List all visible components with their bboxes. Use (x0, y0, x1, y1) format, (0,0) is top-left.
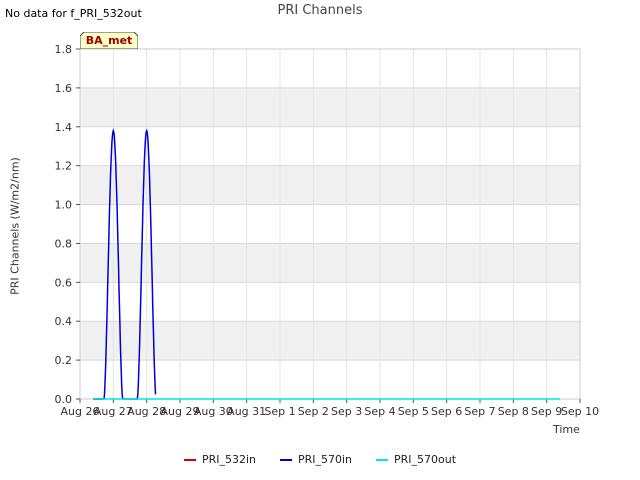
chart-title: PRI Channels (277, 3, 363, 18)
legend-item: PRI_570out (376, 453, 456, 466)
plot-band (80, 165, 580, 205)
legend-swatch (279, 458, 292, 461)
x-tick-label: Aug 28 (127, 405, 166, 418)
y-tick-label: 0.8 (55, 237, 73, 250)
legend-swatch (376, 458, 389, 461)
x-tick-label: Sep 4 (364, 405, 395, 418)
x-tick-label: Sep 10 (561, 405, 599, 418)
y-tick-label: 1.6 (55, 82, 73, 95)
y-tick-label: 1.8 (55, 43, 73, 56)
y-tick-label: 0.0 (55, 393, 73, 406)
y-axis-ticks: 0.0 0.2 0.4 0.6 0.8 1.0 1.2 1.4 1.6 1.8 (55, 43, 80, 406)
legend-label: PRI_570out (394, 453, 457, 466)
y-tick-label: 1.0 (55, 199, 73, 212)
x-tick-label: Aug 30 (194, 405, 233, 418)
x-tick-label: Sep 2 (298, 405, 329, 418)
x-tick-label: Sep 8 (498, 405, 529, 418)
y-tick-label: 1.2 (55, 160, 73, 173)
y-tick-label: 0.6 (55, 276, 73, 289)
y-tick-label: 0.4 (55, 315, 73, 328)
x-tick-label: Aug 31 (227, 405, 266, 418)
no-data-notice: No data for f_PRI_532out (5, 7, 142, 20)
plot-band (80, 243, 580, 283)
site-tag-badge: BA_met (80, 32, 138, 49)
x-tick-label: Sep 5 (398, 405, 429, 418)
x-tick-label: Aug 26 (61, 405, 100, 418)
gridlines (79, 48, 581, 400)
series-lines (93, 128, 560, 400)
x-tick-label: Sep 9 (531, 405, 562, 418)
x-tick-label: Aug 27 (94, 405, 133, 418)
x-axis-label: Time (553, 423, 580, 436)
plot-band (80, 87, 580, 127)
legend-item: PRI_532in (183, 453, 256, 466)
legend-label: PRI_570in (297, 453, 353, 466)
legend-item: PRI_570in (279, 453, 353, 466)
legend: PRI_532in PRI_570in PRI_570out (0, 453, 640, 466)
legend-swatch (183, 458, 196, 461)
x-tick-label: Sep 7 (464, 405, 495, 418)
x-tick-label: Aug 29 (161, 405, 200, 418)
y-axis-label: PRI Channels (W/m2/nm) (8, 157, 22, 295)
x-tick-label: Sep 6 (431, 405, 462, 418)
x-tick-label: Sep 1 (264, 405, 295, 418)
plot-band (80, 321, 580, 361)
site-tag-label: BA_met (85, 34, 133, 47)
legend-label: PRI_532in (201, 453, 256, 466)
y-tick-label: 0.2 (55, 354, 73, 367)
plot-background-bands (80, 49, 580, 399)
y-tick-label: 1.4 (55, 121, 73, 134)
x-tick-label: Sep 3 (331, 405, 362, 418)
